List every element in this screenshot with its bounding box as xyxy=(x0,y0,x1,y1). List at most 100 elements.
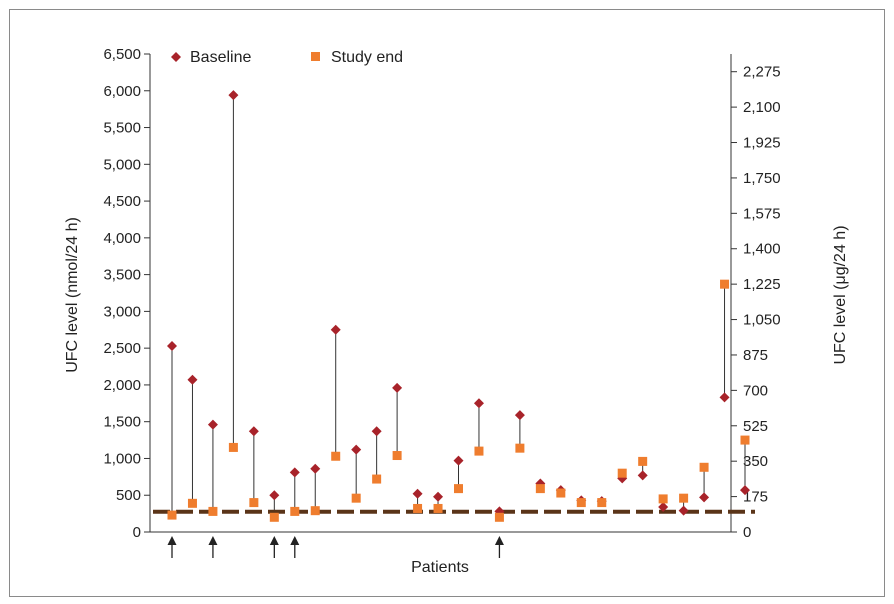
study-end-point xyxy=(597,498,607,508)
right-tick-label: 350 xyxy=(743,453,768,470)
study-end-point xyxy=(372,474,382,484)
legend-study-end-marker xyxy=(311,52,320,61)
left-tick-label: 1,000 xyxy=(103,450,141,467)
left-tick-label: 5,000 xyxy=(103,156,141,173)
baseline-point xyxy=(351,444,362,455)
baseline-point xyxy=(330,324,341,335)
study-end-point xyxy=(269,512,279,522)
baseline-point xyxy=(699,492,710,503)
study-end-point xyxy=(515,443,525,453)
right-tick-label: 0 xyxy=(743,524,751,541)
left-tick-label: 4,000 xyxy=(103,230,141,247)
study-end-point xyxy=(249,498,259,508)
x-axis-title: Patients xyxy=(411,559,469,576)
study-end-point xyxy=(167,510,177,520)
baseline-point xyxy=(678,505,689,516)
study-end-point xyxy=(658,494,668,504)
study-end-point xyxy=(187,498,197,508)
study-end-point xyxy=(454,484,463,494)
left-tick-label: 2,000 xyxy=(103,377,141,394)
study-end-point xyxy=(290,506,300,516)
arrow-head xyxy=(494,536,504,545)
data-marks xyxy=(167,90,750,522)
right-tick-label: 1,750 xyxy=(743,170,781,187)
baseline-point xyxy=(269,490,280,501)
right-tick-label: 2,100 xyxy=(743,99,781,116)
study-end-point xyxy=(740,435,750,445)
study-end-point xyxy=(720,279,730,289)
study-end-point xyxy=(208,506,218,516)
legend-study-end-label: Study end xyxy=(331,49,403,66)
baseline-point xyxy=(412,488,423,499)
baseline-point xyxy=(740,485,750,496)
left-tick-label: 3,500 xyxy=(103,267,141,284)
right-tick-label: 525 xyxy=(743,418,768,435)
right-tick-label: 700 xyxy=(743,382,768,399)
baseline-point xyxy=(310,463,321,474)
baseline-point xyxy=(371,426,382,437)
left-tick-label: 0 xyxy=(133,524,141,541)
study-end-point xyxy=(310,506,320,516)
baseline-point xyxy=(248,426,259,437)
legend-baseline-marker xyxy=(171,52,181,62)
chart-frame xyxy=(9,9,885,597)
study-end-point xyxy=(699,462,709,472)
right-y-axis: 0 175 350 525 700 875 1,050 1,225 1,400 1,575 1,75… xyxy=(730,54,781,541)
baseline-point xyxy=(228,90,239,101)
study-end-point xyxy=(535,484,545,494)
arrow-head xyxy=(269,536,279,545)
right-y-axis-title: UFC level (μg/24 h) xyxy=(832,225,849,364)
study-end-point xyxy=(617,468,627,478)
left-tick-label: 2,500 xyxy=(103,340,141,357)
right-tick-label: 1,925 xyxy=(743,135,781,152)
left-tick-label: 4,500 xyxy=(103,193,141,210)
right-tick-label: 875 xyxy=(743,347,768,364)
baseline-point xyxy=(473,398,484,409)
arrow-head xyxy=(208,536,218,545)
right-tick-label: 1,050 xyxy=(743,312,781,329)
study-end-point xyxy=(351,493,361,503)
study-end-point xyxy=(413,503,423,513)
study-end-point xyxy=(638,456,648,466)
left-tick-label: 5,500 xyxy=(103,120,141,137)
study-end-point xyxy=(679,493,689,503)
study-end-point xyxy=(576,498,586,508)
study-end-point xyxy=(433,503,443,513)
study-end-point xyxy=(494,512,504,522)
right-tick-label: 175 xyxy=(743,489,768,506)
baseline-point xyxy=(289,467,300,478)
study-end-point xyxy=(556,488,566,498)
baseline-point xyxy=(433,491,444,502)
right-tick-label: 1,575 xyxy=(743,205,781,222)
left-tick-label: 6,000 xyxy=(103,83,141,100)
left-tick-label: 1,500 xyxy=(103,414,141,431)
baseline-point xyxy=(453,455,464,466)
left-y-axis: 0 500 1,000 1,500 2,000 2,500 3,000 3,500 4,000 4… xyxy=(103,46,151,541)
left-tick-label: 500 xyxy=(116,487,141,504)
baseline-point xyxy=(392,382,403,393)
baseline-point xyxy=(637,470,648,481)
connector-lines xyxy=(171,95,746,518)
right-tick-label: 1,225 xyxy=(743,276,781,293)
baseline-point xyxy=(187,374,198,385)
baseline-point xyxy=(658,501,669,512)
baseline-point xyxy=(514,410,525,421)
study-end-point xyxy=(331,451,341,461)
left-tick-label: 6,500 xyxy=(103,46,141,63)
study-end-point xyxy=(474,446,484,456)
right-tick-label: 1,400 xyxy=(743,241,781,258)
study-end-point xyxy=(228,442,238,452)
arrow-head xyxy=(290,536,300,545)
left-tick-label: 3,000 xyxy=(103,303,141,320)
right-tick-label: 2,275 xyxy=(743,64,781,81)
legend: Baseline Study end xyxy=(171,49,403,66)
patient-arrows xyxy=(167,536,504,558)
baseline-point xyxy=(207,419,218,430)
baseline-point xyxy=(167,340,177,351)
baseline-point xyxy=(719,392,730,403)
study-end-point xyxy=(392,451,402,461)
left-y-axis-title: UFC level (nmol/24 h) xyxy=(64,217,81,373)
legend-baseline-label: Baseline xyxy=(190,49,251,66)
arrow-head xyxy=(167,536,177,545)
